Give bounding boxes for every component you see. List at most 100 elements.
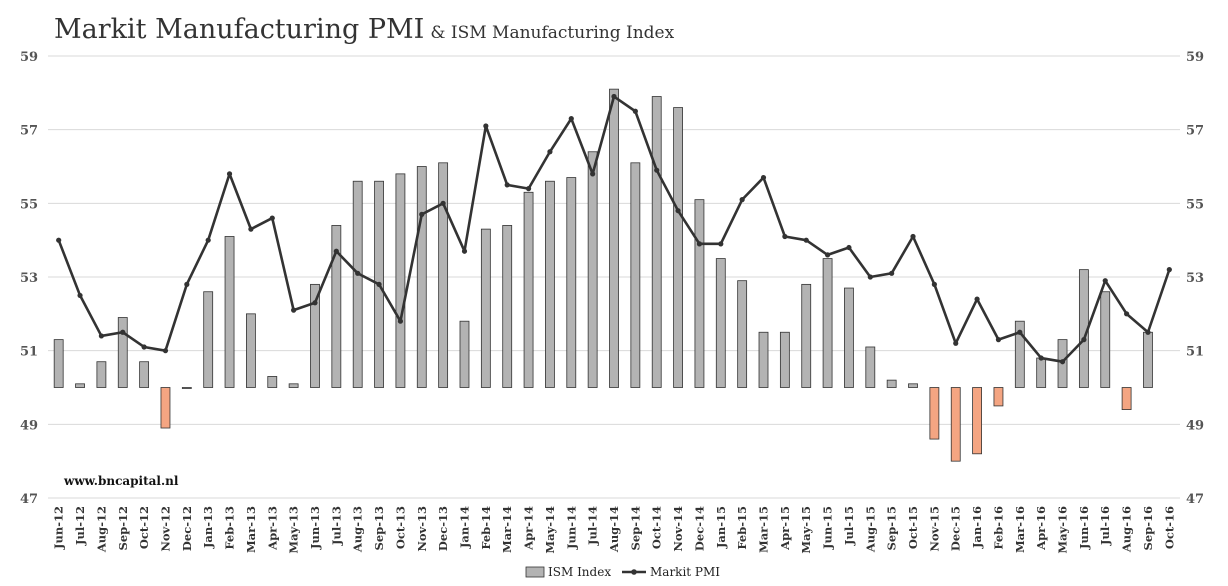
x-tick-Aug-15: Aug-15 [863, 506, 877, 553]
pmi-point-Jul-14 [590, 171, 596, 177]
ism-bar-Jul-14 [587, 151, 598, 388]
pmi-point-Dec-13 [440, 200, 446, 206]
ism-bar-Oct-15 [908, 383, 918, 388]
y-tick-left-49: 49 [20, 418, 38, 433]
left-y-axis-ticks: 47 49 51 53 55 57 59 [20, 50, 38, 507]
x-tick-Sep-15: Sep-15 [885, 506, 899, 550]
x-tick-Jan-15: Jan-15 [714, 506, 728, 549]
pmi-point-Aug-14 [611, 93, 617, 100]
pmi-point-Jun-14 [568, 116, 574, 122]
ism-bar-Jul-15 [844, 287, 854, 388]
y-tick-right-51: 51 [1186, 345, 1204, 360]
ism-bar-Aug-12 [96, 361, 107, 388]
x-tick-May-16: May-16 [1056, 506, 1070, 554]
x-tick-Oct-12: Oct-12 [137, 506, 151, 549]
ism-bar-May-15 [801, 283, 812, 388]
x-tick-Mar-13: Mar-13 [244, 506, 258, 553]
x-tick-May-13: May-13 [287, 506, 301, 554]
pmi-point-May-15 [803, 237, 809, 243]
x-tick-Dec-14: Dec-14 [692, 506, 706, 551]
legend-pmi-swatch-marker [631, 569, 637, 575]
pmi-point-Nov-15 [931, 281, 937, 287]
ism-bar-Nov-12 [160, 387, 171, 429]
x-tick-Feb-16: Feb-16 [991, 506, 1005, 550]
y-tick-left-55: 55 [20, 197, 38, 212]
ism-bar-Apr-13 [267, 376, 278, 388]
ism-bar-Jan-15 [715, 258, 726, 388]
ism-bar-Jan-16 [972, 387, 982, 455]
ism-bar-Mar-16 [1014, 320, 1025, 388]
ism-bar-Apr-16 [1036, 357, 1047, 388]
pmi-point-Apr-13 [269, 215, 275, 221]
x-tick-Jun-12: Jun-12 [52, 506, 66, 550]
legend-ism-swatch [525, 566, 545, 578]
pmi-point-Apr-14 [525, 186, 532, 192]
ism-bar-May-14 [545, 180, 555, 388]
pmi-point-Aug-13 [355, 270, 361, 276]
pmi-point-Jul-13 [333, 248, 339, 254]
chart-subtitle: & ISM Manufacturing Index [430, 23, 675, 43]
x-tick-Apr-13: Apr-13 [265, 506, 279, 551]
pmi-point-Feb-16 [995, 337, 1002, 343]
x-tick-Mar-16: Mar-16 [1013, 506, 1027, 553]
pmi-point-Aug-16 [1124, 311, 1130, 317]
ism-bar-Mar-14 [502, 225, 513, 388]
pmi-point-Sep-12 [120, 329, 126, 335]
pmi-point-Jul-12 [77, 292, 83, 299]
pmi-point-Oct-12 [141, 344, 147, 350]
y-tick-right-57: 57 [1186, 124, 1204, 139]
y-tick-right-59: 59 [1186, 50, 1204, 65]
ism-bar-Jul-16 [1100, 291, 1111, 388]
ism-bar-Apr-14 [523, 191, 534, 388]
ism-bar-Nov-13 [416, 166, 427, 388]
x-tick-Jan-14: Jan-14 [457, 506, 471, 549]
x-tick-Sep-13: Sep-13 [372, 506, 386, 550]
x-tick-Jul-16: Jul-16 [1098, 506, 1112, 546]
ism-bar-Oct-13 [395, 173, 406, 388]
x-tick-Jul-15: Jul-15 [842, 506, 856, 546]
x-tick-Jul-13: Jul-13 [329, 506, 343, 546]
ism-bar-Aug-15 [865, 346, 876, 388]
ism-bar-Oct-14 [651, 96, 662, 388]
x-tick-Nov-13: Nov-13 [415, 506, 429, 552]
y-tick-right-53: 53 [1186, 271, 1204, 286]
pmi-point-Jul-15 [846, 244, 852, 251]
ism-bars [53, 88, 1153, 462]
x-tick-Jan-13: Jan-13 [201, 506, 215, 549]
ism-bar-Apr-15 [779, 331, 790, 388]
pmi-point-Jun-16 [1081, 337, 1087, 343]
ism-bar-Sep-15 [886, 379, 897, 388]
ism-bar-Jun-12 [53, 339, 64, 388]
x-tick-Jun-15: Jun-15 [821, 506, 835, 550]
pmi-point-Mar-13 [248, 226, 254, 232]
pmi-point-Aug-15 [867, 274, 873, 280]
pmi-point-Oct-15 [910, 233, 916, 240]
x-tick-Jun-16: Jun-16 [1077, 506, 1091, 550]
x-tick-Nov-14: Nov-14 [671, 506, 685, 552]
pmi-point-Nov-12 [162, 348, 169, 354]
pmi-point-Jan-16 [974, 296, 980, 302]
x-tick-Oct-16: Oct-16 [1162, 506, 1176, 549]
pmi-point-Mar-14 [504, 182, 510, 188]
y-tick-left-53: 53 [20, 271, 38, 286]
pmi-point-Dec-15 [953, 340, 959, 346]
x-tick-Feb-15: Feb-15 [735, 506, 749, 550]
x-tick-Apr-15: Apr-15 [778, 506, 792, 551]
x-tick-May-14: May-14 [543, 506, 557, 554]
pmi-line-layer [56, 93, 1172, 365]
y-tick-right-49: 49 [1186, 418, 1204, 433]
right-y-axis-ticks: 47 49 51 53 55 57 59 [1186, 50, 1204, 507]
x-tick-Nov-15: Nov-15 [927, 506, 941, 552]
ism-bar-Jan-14 [459, 320, 470, 388]
ism-bar-Nov-14 [673, 107, 683, 388]
ism-bar-Mar-13 [246, 313, 256, 388]
pmi-point-Feb-14 [483, 123, 489, 129]
pmi-point-Dec-14 [696, 241, 703, 247]
x-tick-Apr-16: Apr-16 [1034, 506, 1048, 551]
y-tick-left-51: 51 [20, 345, 38, 360]
pmi-point-May-14 [547, 149, 553, 155]
pmi-point-Feb-13 [226, 171, 233, 177]
ism-bar-Sep-12 [117, 317, 128, 388]
x-tick-Feb-14: Feb-14 [479, 506, 493, 550]
x-tick-Nov-12: Nov-12 [158, 506, 172, 552]
